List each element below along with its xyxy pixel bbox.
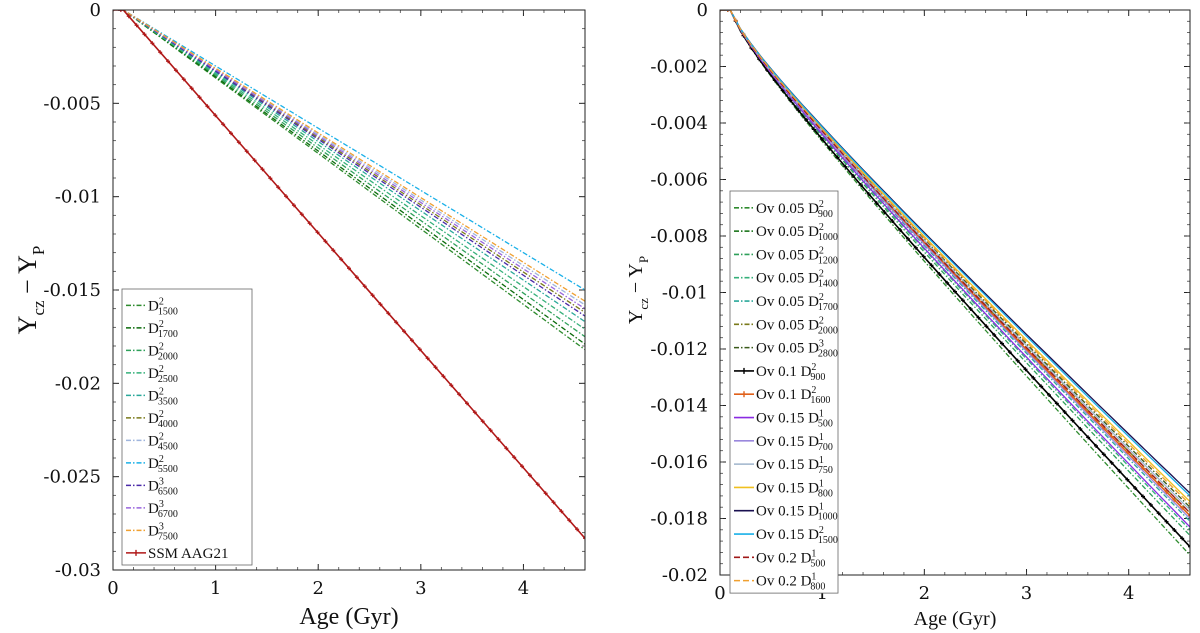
legend-entry: Ov 0.15 D1 1000: [756, 502, 838, 523]
y-tick-label: -0.014: [650, 396, 708, 417]
y-tick-label: -0.01: [55, 187, 101, 208]
y-tick-label: -0.018: [650, 509, 708, 530]
x-tick-label: 2: [919, 583, 930, 604]
legend-entry: Ov 0.2 D1 800: [756, 572, 825, 593]
y-tick-label: -0.008: [650, 226, 708, 247]
y-label-mid: − Y: [13, 255, 42, 301]
legend-entry: Ov 0.05 D2 1000: [756, 222, 838, 243]
series-line-1: [118, 10, 585, 345]
x-tick-label: 4: [518, 578, 529, 599]
legend-entry: SSM AAG21: [148, 546, 228, 562]
y-tick-label: -0.005: [43, 93, 101, 114]
legend-entry: D2 2000: [148, 341, 178, 362]
x-tick-label: 0: [107, 578, 118, 599]
legend-entry: D2 1700: [148, 319, 178, 340]
legend-entry: Ov 0.15 D1 500: [756, 409, 833, 430]
y-label-mid: − Y: [625, 263, 647, 298]
series-line-11: [113, 10, 585, 539]
y-axis-label: Ycz − YP: [625, 256, 651, 324]
right-panel: 0 1 2 3 4 0 -0.002 -0.004 -0.006 -0.008 -0.01 -0.01…: [625, 0, 1191, 630]
legend-entry: D2 1500: [148, 296, 178, 317]
legend-entry: D2 4500: [148, 431, 178, 452]
legend-entry: D2 2500: [148, 364, 178, 385]
legend-entry: Ov 0.1 D2 1600: [756, 385, 830, 406]
series-line-6: [118, 10, 585, 306]
series-line-8: [118, 10, 585, 317]
y-tick-label: -0.016: [650, 452, 708, 473]
legend-box: [729, 190, 839, 594]
legend-entry: Ov 0.05 D2 2000: [756, 315, 838, 336]
series-line-2: [720, 10, 1190, 536]
x-axis-label: Age (Gyr): [299, 604, 398, 630]
legend-entry: D2 5500: [148, 454, 178, 475]
y-tick-label: -0.03: [55, 560, 101, 581]
y-label-main: Y: [625, 310, 647, 324]
series-line-10: [118, 10, 585, 302]
y-tick-label: -0.012: [650, 339, 708, 360]
series-line-14: [720, 10, 1190, 497]
legend-entry: Ov 0.05 D2 1200: [756, 245, 838, 266]
legend-entry: Ov 0.05 D2 1400: [756, 269, 838, 290]
legend-entry: D2 3500: [148, 386, 178, 407]
x-tick-label: 4: [1123, 583, 1134, 604]
legend-entry: Ov 0.1 D2 900: [756, 362, 825, 383]
y-tick-label: -0.004: [650, 113, 708, 134]
y-label-sub1: cz: [29, 300, 48, 315]
legend-entry: Ov 0.15 D1 800: [756, 478, 833, 499]
y-label-sub1: cz: [636, 298, 651, 310]
x-tick-label: 3: [415, 578, 426, 599]
legend-entry: D2 4000: [148, 409, 178, 430]
series-line-3: [118, 10, 585, 330]
legend-box: [121, 288, 253, 566]
y-axis-label: Ycz − YP: [13, 246, 48, 335]
legend-entry: Ov 0.15 D2 1500: [756, 525, 838, 546]
x-tick-label: 2: [312, 578, 323, 599]
y-label-main: Y: [13, 315, 42, 334]
series-line-16: [720, 10, 1190, 505]
x-tick-label: 3: [1021, 583, 1032, 604]
series-line-9: [118, 10, 585, 310]
y-tick-label: -0.02: [662, 565, 708, 586]
series-line-15: [720, 10, 1190, 514]
y-label-sub2: P: [29, 246, 48, 255]
legend-entry: Ov 0.05 D2 1700: [756, 292, 838, 313]
x-tick-label: 1: [816, 583, 827, 604]
series-line-6: [720, 10, 1190, 508]
x-tick-label: 0: [714, 583, 725, 604]
series-group: [113, 10, 585, 541]
y-tick-label: 0: [697, 0, 708, 21]
y-tick-label: -0.02: [55, 373, 101, 394]
legend-entry: D3 6700: [148, 499, 178, 520]
series-line-2: [118, 10, 585, 338]
legend-entry: Ov 0.05 D2 900: [756, 199, 833, 220]
series-group: [720, 10, 1190, 556]
series-line-12: [720, 10, 1190, 503]
series-line-9: [720, 10, 1190, 528]
legend-entry: D3 6500: [148, 476, 178, 497]
y-tick-label: -0.015: [43, 280, 101, 301]
x-axis-label: Age (Gyr): [914, 608, 997, 630]
y-tick-label: -0.01: [662, 283, 708, 304]
legend-entry: Ov 0.15 D1 700: [756, 432, 833, 453]
legend-entry: D3 7500: [148, 521, 178, 542]
left-panel: 0 1 2 3 4 0 -0.005 -0.01 -0.015 -0.02 -0.025 -0.03 A…: [13, 0, 586, 630]
legend-entry: Ov 0.15 D1 750: [756, 455, 833, 476]
y-tick-label: -0.006: [650, 170, 708, 191]
y-tick-label: -0.002: [650, 57, 708, 78]
series-line-7: [118, 10, 585, 291]
legend-entry: Ov 0.05 D3 2800: [756, 339, 838, 360]
legend-entry: Ov 0.2 D1 500: [756, 548, 825, 569]
x-tick-label: 1: [210, 578, 221, 599]
plot-frame: [719, 9, 1191, 576]
plot-frame: [112, 9, 586, 571]
y-label-sub2: P: [636, 256, 651, 263]
y-tick-label: -0.025: [43, 467, 101, 488]
y-tick-label: 0: [90, 0, 101, 21]
